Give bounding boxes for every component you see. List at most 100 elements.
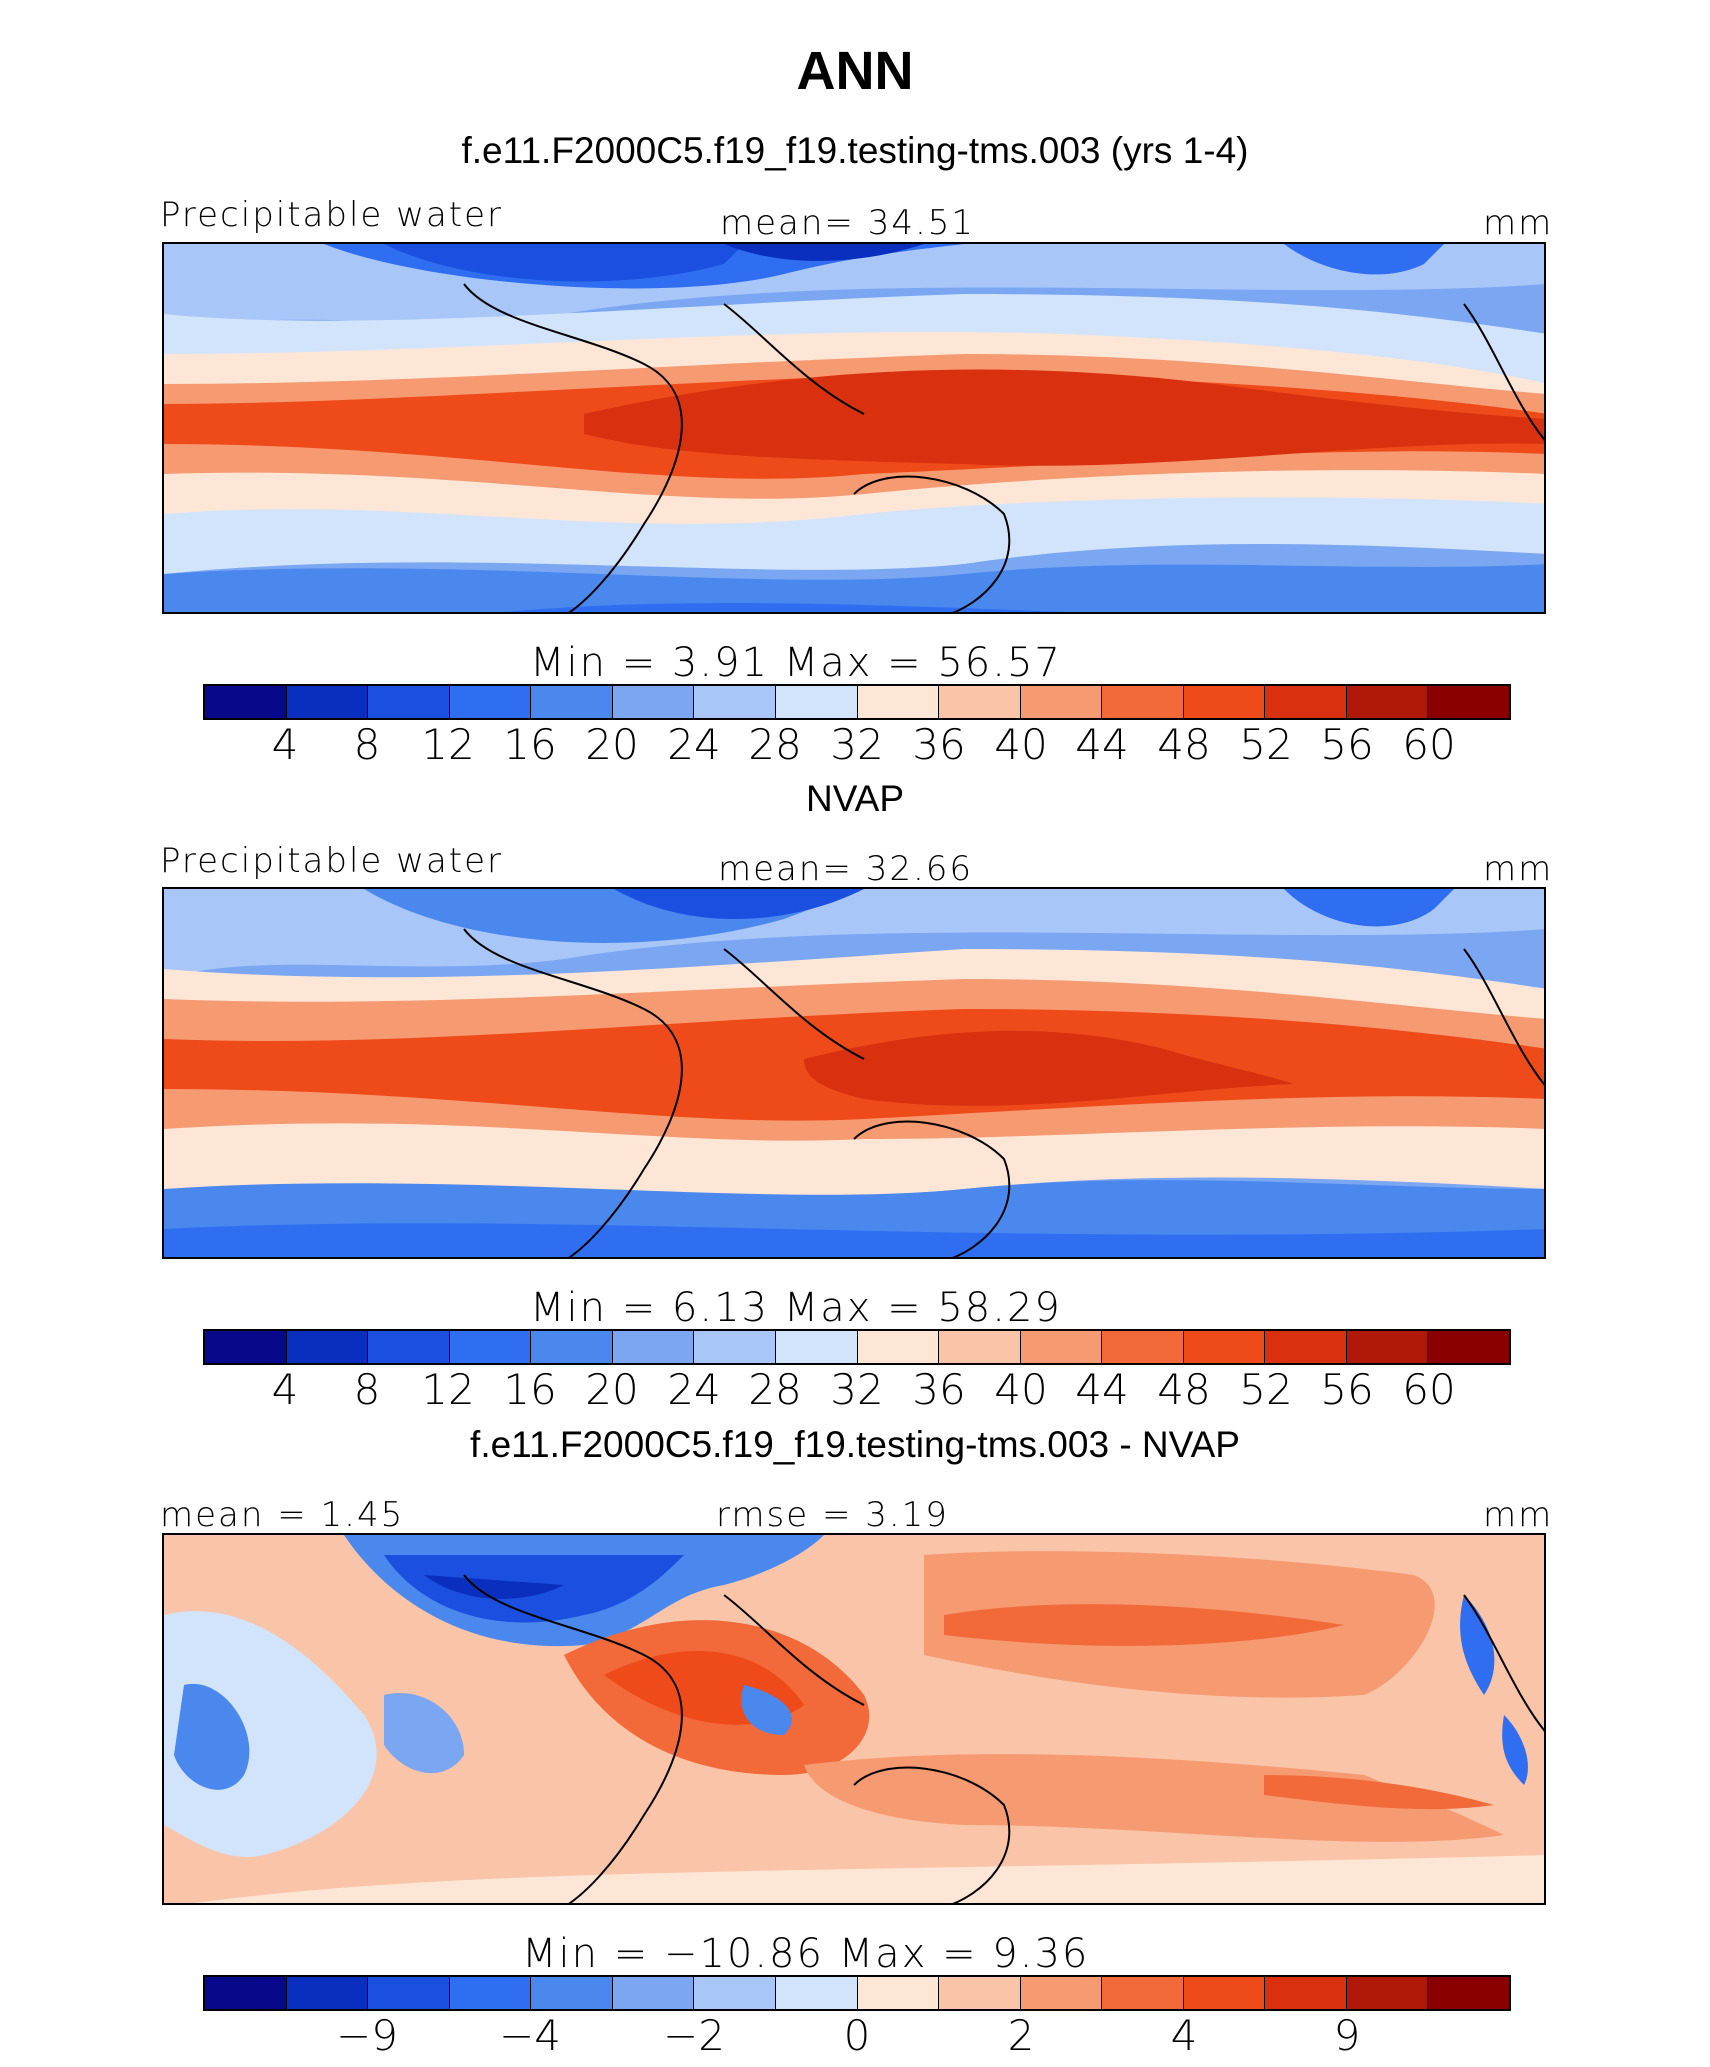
colorbar-swatch (1265, 686, 1347, 718)
colorbar-swatch (939, 1977, 1021, 2009)
colorbar-swatch (1102, 686, 1184, 718)
colorbar-swatch (205, 1977, 287, 2009)
colorbar-swatch (1020, 1331, 1103, 1363)
colorbar-tick: 40 (994, 1365, 1048, 1414)
colorbar-swatch (694, 1977, 776, 2009)
panel-2-title: NVAP (805, 778, 904, 819)
colorbar-tick: 2 (1007, 2011, 1035, 2060)
colorbar-tick: 52 (1239, 720, 1293, 769)
panel-3-rmse-label: rmse = 3.19 (716, 1495, 949, 1535)
colorbar-swatch (1183, 686, 1266, 718)
colorbar-tick: 28 (748, 720, 802, 769)
colorbar-swatch (449, 1977, 532, 2009)
colorbar-tick: −9 (336, 2011, 398, 2060)
colorbar-swatch (205, 1331, 287, 1363)
colorbar-tick: 44 (1075, 720, 1129, 769)
colorbar-tick: 52 (1239, 1365, 1293, 1414)
panel-2-mean-label: mean= 32.66 (718, 849, 974, 889)
colorbar-swatch (694, 686, 776, 718)
colorbar-swatch (1265, 1977, 1347, 2009)
colorbar-swatch (939, 686, 1021, 718)
colorbar-tick: 12 (421, 1365, 475, 1414)
colorbar-tick: 0 (843, 2011, 871, 2060)
colorbar-tick: 20 (585, 720, 639, 769)
colorbar-swatch (1020, 686, 1103, 718)
colorbar-tick: 16 (503, 1365, 557, 1414)
colorbar-tick: 60 (1402, 720, 1456, 769)
colorbar-tick: 20 (585, 1365, 639, 1414)
figure-title: ANN (796, 41, 914, 101)
colorbar-swatch (368, 686, 450, 718)
colorbar-tick: 44 (1075, 1365, 1129, 1414)
colorbar-swatch (286, 686, 369, 718)
colorbar-swatch (612, 1977, 695, 2009)
colorbar-tick: 36 (912, 720, 966, 769)
panel-1-minmax: Min = 3.91 Max = 56.57 (530, 640, 1062, 686)
colorbar-tick: 60 (1402, 1365, 1456, 1414)
panel-3-colorbar (203, 1975, 1511, 2011)
panel-3-map (162, 1533, 1546, 1905)
colorbar-swatch (449, 686, 532, 718)
panel-1-mean-label: mean= 34.51 (720, 203, 976, 243)
panel-3-field (164, 1535, 1544, 1903)
colorbar-swatch (775, 686, 858, 718)
colorbar-tick: 48 (1157, 1365, 1211, 1414)
panel-2-colorbar (203, 1329, 1511, 1365)
colorbar-swatch (368, 1977, 450, 2009)
colorbar-swatch (449, 1331, 532, 1363)
colorbar-tick: 12 (421, 720, 475, 769)
panel-2-variable-label: Precipitable water (160, 841, 504, 881)
colorbar-swatch (694, 1331, 776, 1363)
colorbar-swatch (1183, 1977, 1266, 2009)
colorbar-tick: −4 (499, 2011, 561, 2060)
colorbar-tick: 32 (830, 720, 884, 769)
colorbar-swatch (286, 1331, 369, 1363)
colorbar-tick: 8 (353, 720, 381, 769)
colorbar-swatch (1346, 686, 1429, 718)
colorbar-swatch (1102, 1977, 1184, 2009)
panel-1-title: f.e11.F2000C5.f19_f19.testing-tms.003 (y… (461, 130, 1249, 171)
colorbar-swatch (531, 1331, 613, 1363)
colorbar-tick: 56 (1320, 720, 1374, 769)
colorbar-swatch (1102, 1331, 1184, 1363)
colorbar-swatch (368, 1331, 450, 1363)
colorbar-swatch (857, 1331, 940, 1363)
colorbar-tick: 4 (271, 720, 299, 769)
colorbar-swatch (612, 686, 695, 718)
panel-3-title: f.e11.F2000C5.f19_f19.testing-tms.003 - … (470, 1424, 1240, 1465)
panel-2-minmax: Min = 6.13 Max = 58.29 (530, 1285, 1062, 1331)
colorbar-swatch (775, 1977, 858, 2009)
colorbar-tick: 48 (1157, 720, 1211, 769)
colorbar-tick: 16 (503, 720, 557, 769)
colorbar-swatch (286, 1977, 369, 2009)
colorbar-tick: 56 (1320, 1365, 1374, 1414)
colorbar-swatch (1346, 1977, 1429, 2009)
panel-3-minmax: Min = −10.86 Max = 9.36 (522, 1931, 1090, 1977)
panel-2-field (164, 889, 1544, 1257)
colorbar-swatch (775, 1331, 858, 1363)
colorbar-tick: 4 (271, 1365, 299, 1414)
colorbar-tick: 24 (667, 1365, 721, 1414)
colorbar-swatch (857, 686, 940, 718)
colorbar-swatch (1265, 1331, 1347, 1363)
colorbar-swatch (612, 1331, 695, 1363)
panel-1-map (162, 242, 1546, 614)
colorbar-swatch (531, 686, 613, 718)
panel-2-units: mm (1483, 849, 1554, 889)
panel-1-field (164, 244, 1544, 612)
colorbar-swatch (1183, 1331, 1266, 1363)
colorbar-swatch (1346, 1331, 1429, 1363)
colorbar-tick: 24 (667, 720, 721, 769)
colorbar-swatch (857, 1977, 940, 2009)
colorbar-swatch (939, 1331, 1021, 1363)
colorbar-tick: 4 (1170, 2011, 1198, 2060)
colorbar-swatch (1428, 686, 1509, 718)
colorbar-tick: 9 (1333, 2011, 1361, 2060)
colorbar-swatch (531, 1977, 613, 2009)
panel-3-mean-label: mean = 1.45 (160, 1495, 405, 1535)
colorbar-swatch (205, 686, 287, 718)
colorbar-tick: −2 (663, 2011, 725, 2060)
colorbar-tick: 28 (748, 1365, 802, 1414)
colorbar-swatch (1428, 1331, 1509, 1363)
panel-3-units: mm (1483, 1495, 1554, 1535)
